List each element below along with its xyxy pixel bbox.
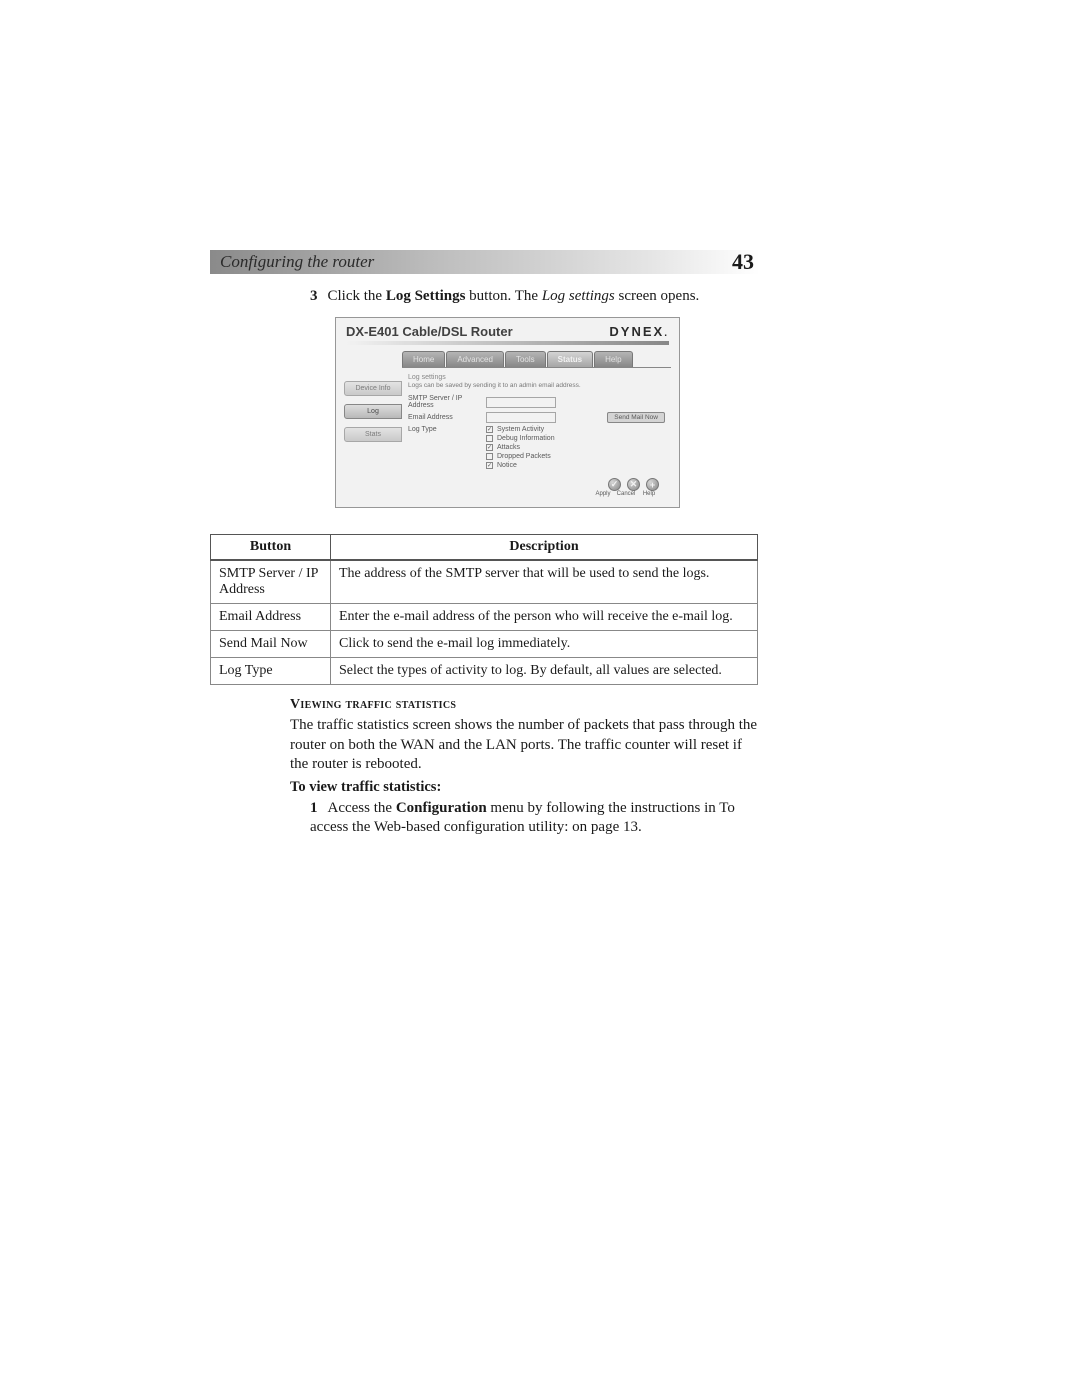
section-title: Viewing traffic statistics bbox=[290, 697, 760, 713]
check-debug[interactable]: Debug Information bbox=[486, 435, 555, 442]
footer-label-apply: Apply bbox=[593, 491, 613, 497]
check-notice[interactable]: ✓Notice bbox=[486, 462, 555, 469]
footer-label-help: Help bbox=[639, 491, 659, 497]
side-btn-stats[interactable]: Stats bbox=[344, 427, 402, 442]
label-logtype: Log Type bbox=[408, 426, 486, 433]
shot-desc: Logs can be saved by sending it to an ad… bbox=[408, 382, 665, 389]
page-header: Configuring the router 43 bbox=[210, 250, 760, 274]
label-smtp: SMTP Server / IP Address bbox=[408, 395, 486, 409]
check-system-activity[interactable]: ✓System Activity bbox=[486, 426, 555, 433]
footer-label-cancel: Cancel bbox=[616, 491, 636, 497]
label-email: Email Address bbox=[408, 414, 486, 421]
help-icon[interactable]: + bbox=[646, 478, 659, 491]
input-smtp[interactable] bbox=[486, 397, 556, 408]
table-row: SMTP Server / IP Address The address of … bbox=[211, 560, 758, 604]
step-number: 3 bbox=[310, 288, 318, 304]
step-instruction: 3Click the Log Settings button. The Log … bbox=[310, 288, 760, 305]
shot-section-title: Log settings bbox=[408, 374, 665, 381]
table-row: Log Type Select the types of activity to… bbox=[211, 658, 758, 685]
input-email[interactable] bbox=[486, 412, 556, 423]
side-btn-log[interactable]: Log bbox=[344, 404, 402, 419]
check-attacks[interactable]: ✓Attacks bbox=[486, 444, 555, 451]
subheading: To view traffic statistics: bbox=[290, 779, 760, 796]
th-description: Description bbox=[331, 535, 758, 561]
header-title: Configuring the router bbox=[220, 252, 732, 272]
shot-brand: DYNEX bbox=[609, 324, 669, 339]
shot-sidebar: Device Info Log Stats bbox=[344, 351, 402, 499]
section-paragraph: The traffic statistics screen shows the … bbox=[290, 716, 760, 775]
tab-home[interactable]: Home bbox=[402, 351, 445, 367]
side-btn-device-info[interactable]: Device Info bbox=[344, 381, 402, 396]
apply-icon[interactable]: ✓ bbox=[608, 478, 621, 491]
th-button: Button bbox=[211, 535, 331, 561]
numbered-step: 1Access the Configuration menu by follow… bbox=[310, 799, 760, 838]
router-screenshot: DX-E401 Cable/DSL Router DYNEX Device In… bbox=[335, 317, 680, 508]
tab-advanced[interactable]: Advanced bbox=[446, 351, 504, 367]
table-row: Send Mail Now Click to send the e-mail l… bbox=[211, 631, 758, 658]
description-table: Button Description SMTP Server / IP Addr… bbox=[210, 534, 758, 685]
send-mail-button[interactable]: Send Mail Now bbox=[607, 412, 665, 423]
shot-tabs: Home Advanced Tools Status Help bbox=[402, 351, 671, 368]
shot-title: DX-E401 Cable/DSL Router bbox=[346, 324, 609, 339]
tab-tools[interactable]: Tools bbox=[505, 351, 546, 367]
page-number: 43 bbox=[732, 249, 760, 275]
cancel-icon[interactable]: ✕ bbox=[627, 478, 640, 491]
tab-status[interactable]: Status bbox=[547, 351, 593, 367]
check-dropped[interactable]: Dropped Packets bbox=[486, 453, 555, 460]
tab-help[interactable]: Help bbox=[594, 351, 632, 367]
table-row: Email Address Enter the e-mail address o… bbox=[211, 604, 758, 631]
